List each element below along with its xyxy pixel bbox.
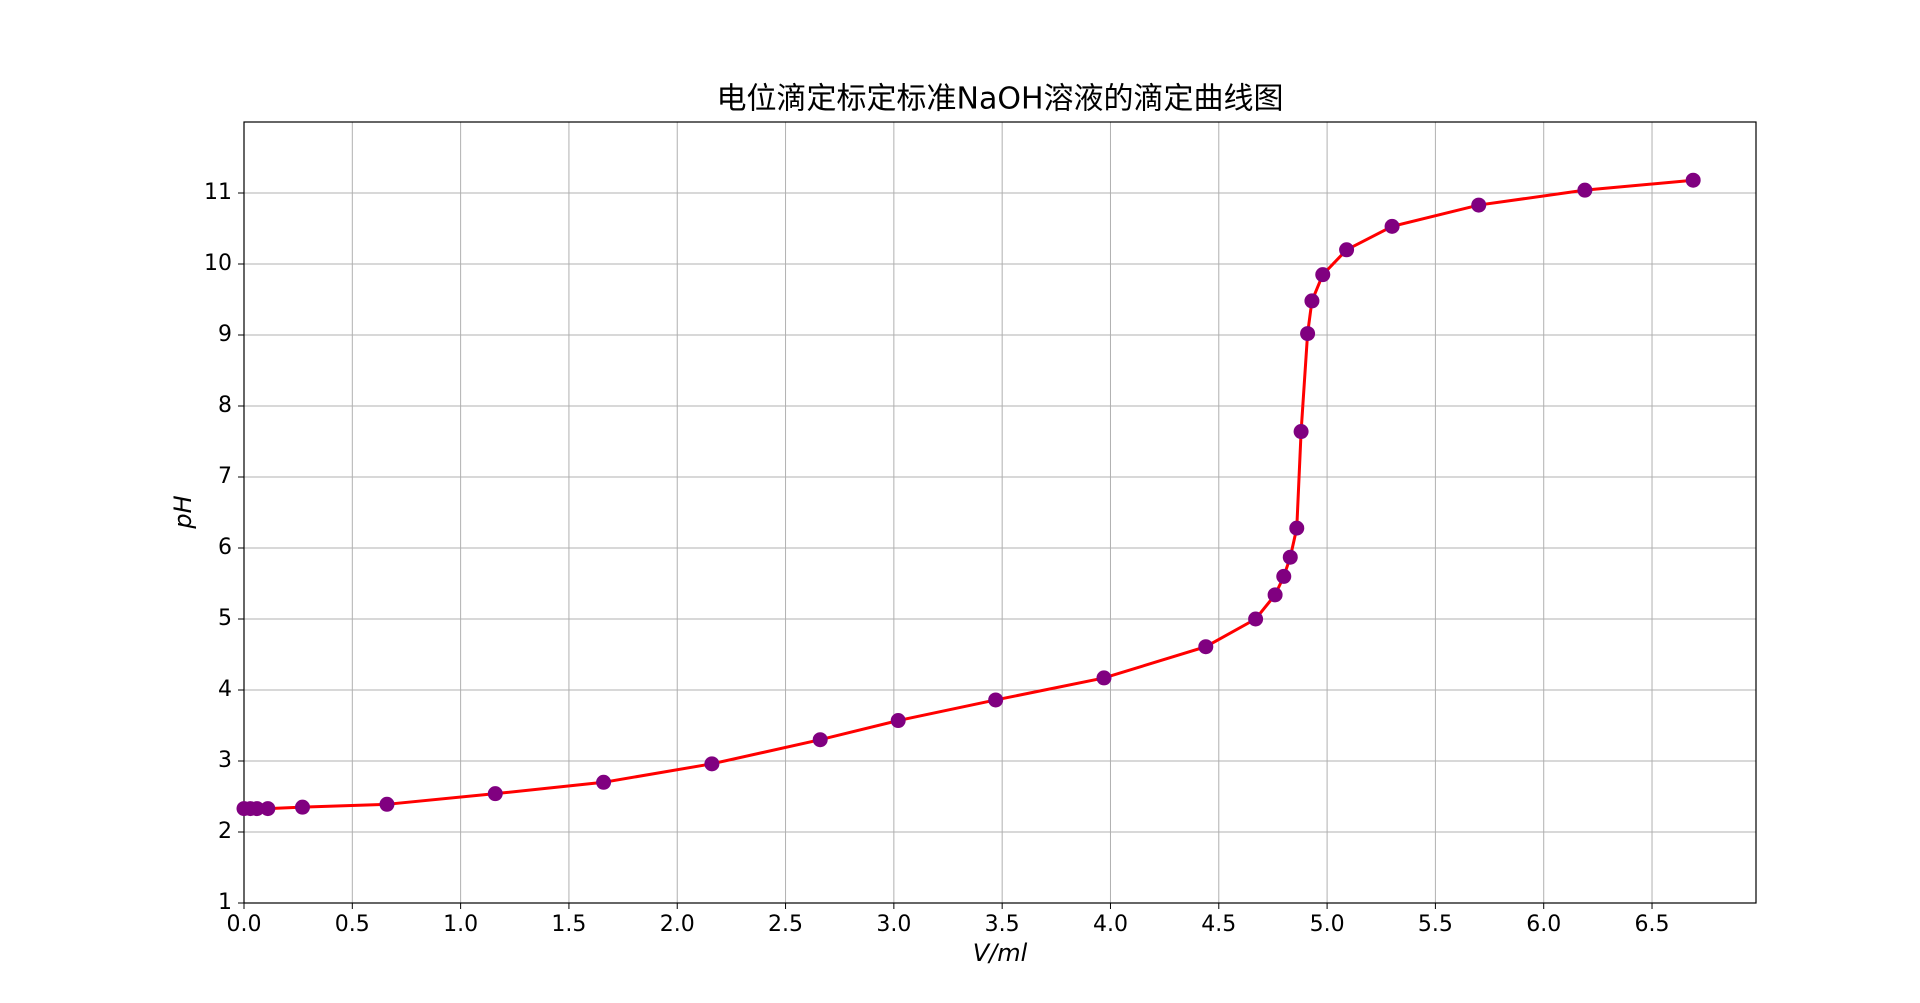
data-point [704, 756, 720, 772]
x-tick-label: 1.0 [443, 912, 478, 937]
data-line [244, 178, 1694, 811]
y-axis-label: pH [169, 495, 197, 529]
data-point [1339, 242, 1355, 258]
data-point [1471, 197, 1487, 213]
y-tick-label: 5 [218, 606, 232, 631]
x-tick-label: 6.5 [1635, 912, 1670, 937]
data-point [249, 801, 265, 817]
data-point [1096, 670, 1112, 686]
data-point [487, 786, 503, 802]
y-tick-label: 4 [218, 677, 232, 702]
data-point [260, 801, 276, 817]
x-axis-label: V/ml [973, 939, 1028, 967]
y-tick-label: 10 [204, 251, 232, 276]
data-point [1282, 549, 1298, 565]
y-tick-label: 1 [218, 890, 232, 915]
x-tick-label: 5.5 [1418, 912, 1453, 937]
x-tick-label: 2.5 [768, 912, 803, 937]
x-tick-label: 4.0 [1093, 912, 1128, 937]
data-point [1276, 568, 1292, 584]
x-tick-label: 3.0 [876, 912, 911, 937]
y-tick-label: 11 [204, 180, 232, 205]
y-tick-label: 7 [218, 464, 232, 489]
data-point [1685, 172, 1701, 188]
x-tick-label: 1.5 [551, 912, 586, 937]
x-tick-label: 4.5 [1201, 912, 1236, 937]
data-point [1248, 611, 1264, 627]
data-point [596, 774, 612, 790]
data-point [988, 692, 1004, 708]
plot-frame [243, 121, 1757, 904]
x-tick-label: 0.0 [227, 912, 262, 937]
data-point [379, 796, 395, 812]
data-point [294, 799, 310, 815]
y-tick-label: 3 [218, 748, 232, 773]
y-tick-label: 6 [218, 535, 232, 560]
data-point [1577, 182, 1593, 198]
data-point [1304, 293, 1320, 309]
data-point [1289, 520, 1305, 536]
data-point [1384, 218, 1400, 234]
y-tick-label: 9 [218, 322, 232, 347]
data-point [1267, 587, 1283, 603]
x-tick-label: 3.5 [985, 912, 1020, 937]
y-tick-label: 8 [218, 393, 232, 418]
data-point [890, 713, 906, 729]
data-point [1198, 639, 1214, 655]
data-point [1293, 424, 1309, 440]
x-tick-label: 0.5 [335, 912, 370, 937]
x-tick-label: 6.0 [1526, 912, 1561, 937]
x-tick-label: 2.0 [660, 912, 695, 937]
y-tick-label: 2 [218, 819, 232, 844]
data-point [1315, 267, 1331, 283]
data-point [812, 732, 828, 748]
chart-title: 电位滴定标定标准NaOH溶液的滴定曲线图 [717, 82, 1284, 117]
x-tick-label: 5.0 [1310, 912, 1345, 937]
data-point [1300, 326, 1316, 342]
